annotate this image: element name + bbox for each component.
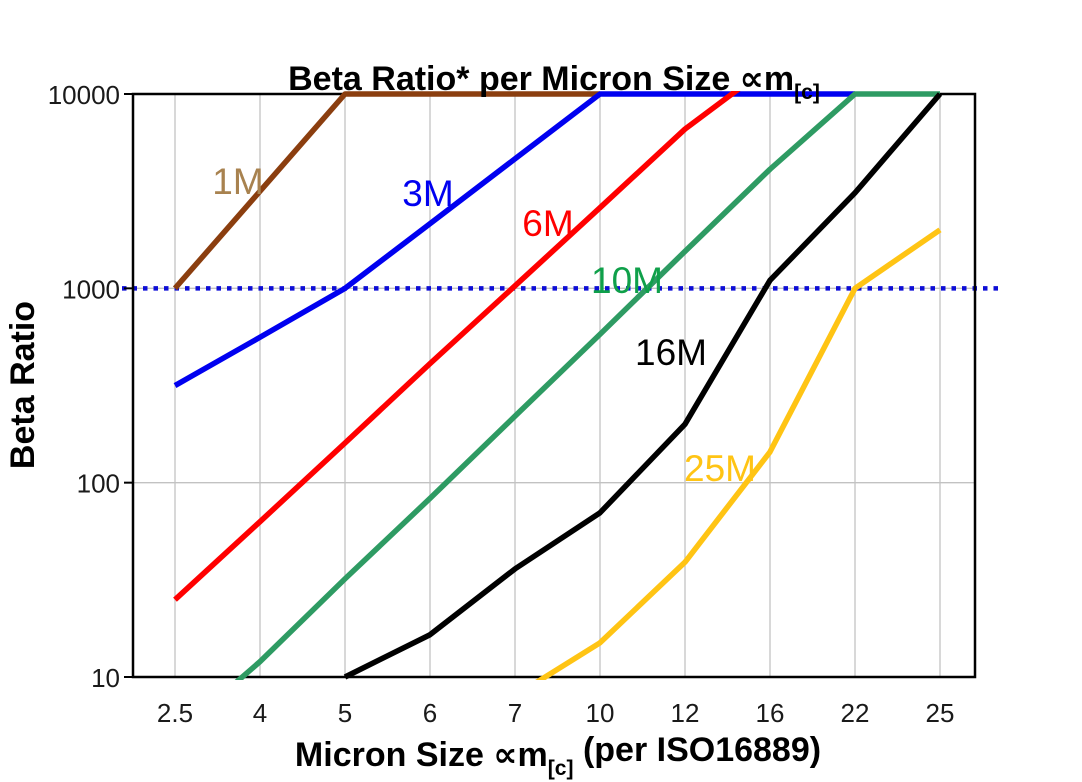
- x-tick-label-16: 16: [756, 698, 785, 728]
- x-tick-label-22: 22: [841, 698, 870, 728]
- series-line-10m: [234, 91, 940, 680]
- y-tick-label-10000: 10000: [48, 80, 120, 110]
- x-tick-label-5: 5: [338, 698, 352, 728]
- y-tick-label-10: 10: [91, 663, 120, 693]
- x-tick-label-2.5: 2.5: [157, 698, 193, 728]
- series-labels: 1M 3M 6M 10M 16M 25M: [212, 161, 756, 489]
- x-tick-label-10: 10: [586, 698, 615, 728]
- series-label-6m: 6M: [522, 203, 573, 244]
- series-line-16m: [343, 92, 943, 680]
- series-label-10m: 10M: [591, 260, 663, 301]
- x-tick-label-7: 7: [508, 698, 522, 728]
- series-lines: [172, 91, 943, 680]
- x-tick-label-6: 6: [423, 698, 437, 728]
- y-tick-label-1000: 1000: [62, 274, 120, 304]
- x-tick-label-25: 25: [926, 698, 955, 728]
- x-tick-label-12: 12: [671, 698, 700, 728]
- y-tick-label-100: 100: [77, 469, 120, 499]
- axis-ticks: 2.5 4 5 6 7 10 12 16 22 25 10000 1000 100 10: [48, 80, 955, 728]
- x-axis-label: Micron Size ∝m[c] (per ISO16889): [295, 731, 821, 780]
- series-label-3m: 3M: [402, 173, 453, 214]
- series-label-1m: 1M: [212, 161, 263, 202]
- chart-title: Beta Ratio* per Micron Size ∝m[c]: [288, 60, 820, 104]
- series-label-16m: 16M: [635, 332, 707, 373]
- series-line-1m: [172, 91, 600, 291]
- series-line-25m: [535, 227, 942, 680]
- x-tick-label-4: 4: [253, 698, 267, 728]
- series-line-3m: [173, 91, 855, 388]
- y-axis-label: Beta Ratio: [4, 301, 42, 469]
- series-line-6m: [173, 91, 741, 602]
- series-label-25m: 25M: [684, 448, 756, 489]
